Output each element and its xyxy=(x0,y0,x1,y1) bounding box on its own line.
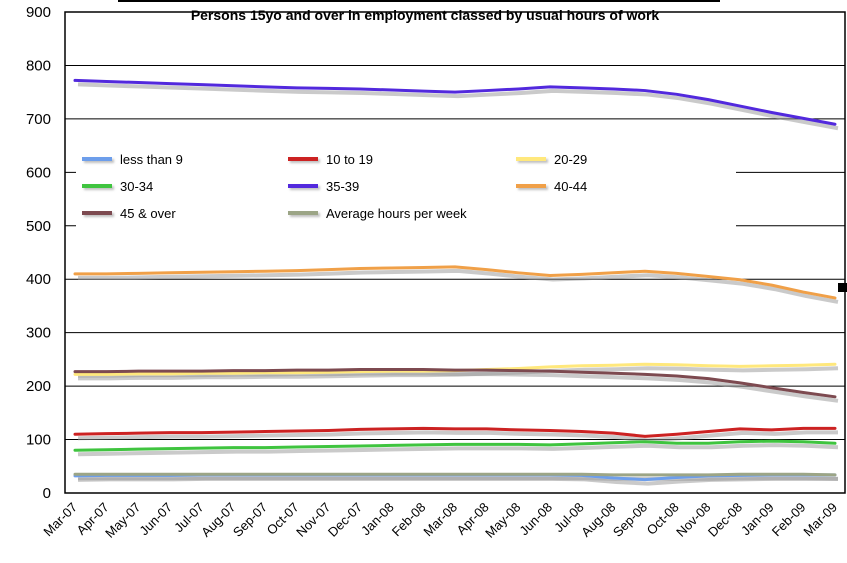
legend-swatch-icon xyxy=(82,157,112,161)
legend-label: Average hours per week xyxy=(326,205,467,221)
x-tick-label: Dec-08 xyxy=(705,500,745,540)
plot-border xyxy=(64,11,846,494)
series-line-10-to-19 xyxy=(73,426,837,438)
legend-swatch-icon xyxy=(82,184,112,188)
legend-swatch-icon xyxy=(516,184,546,188)
legend-item-45-and-over: 45 & over xyxy=(82,202,288,224)
legend-item-30-34: 30-34 xyxy=(82,175,288,197)
series-line-40-44 xyxy=(73,265,837,300)
series-shadow xyxy=(77,82,839,131)
x-tick-label: Mar-07 xyxy=(40,500,80,540)
legend-label: 45 & over xyxy=(120,205,176,221)
legend-item-less-than-9: less than 9 xyxy=(82,148,288,170)
legend-label: 35-39 xyxy=(326,178,360,194)
series-shadow xyxy=(77,443,839,457)
series-line-45-over xyxy=(73,368,837,399)
y-tick-label: 800 xyxy=(26,57,51,74)
x-tick-label: Jun-07 xyxy=(136,500,175,539)
series-line-35-39 xyxy=(73,78,837,126)
legend-item-average-hours: Average hours per week xyxy=(288,202,516,224)
x-tick-label: Jan-08 xyxy=(358,500,397,539)
y-tick-label: 500 xyxy=(26,218,51,235)
y-tick-label: 600 xyxy=(26,164,51,181)
chart-title: Persons 15yo and over in employment clas… xyxy=(190,7,660,23)
legend-item-35-39: 35-39 xyxy=(288,175,516,197)
x-tick-label: Aug-08 xyxy=(578,500,618,540)
chart-selection-handle xyxy=(838,283,847,292)
series-shadow xyxy=(78,371,839,403)
x-tick-label: Nov-08 xyxy=(673,500,713,540)
chart-legend: less than 9 10 to 19 20-29 30-34 35-39 4… xyxy=(76,143,736,229)
y-tick-label: 400 xyxy=(26,271,51,288)
x-tick-label: Dec-07 xyxy=(325,500,365,540)
legend-label: 40-44 xyxy=(554,178,588,194)
y-tick-label: 0 xyxy=(43,485,51,502)
legend-item-20-29: 20-29 xyxy=(516,148,730,170)
y-tick-label: 100 xyxy=(26,432,51,449)
legend-swatch-icon xyxy=(82,211,112,215)
legend-swatch-icon xyxy=(288,157,318,161)
y-tick-label: 700 xyxy=(26,111,51,128)
legend-label: less than 9 xyxy=(120,151,183,167)
legend-item-10-to-19: 10 to 19 xyxy=(288,148,516,170)
x-tick-label: Mar-08 xyxy=(420,500,460,540)
legend-label: 20-29 xyxy=(554,151,588,167)
y-tick-label: 900 xyxy=(26,4,51,21)
legend-item-40-44: 40-44 xyxy=(516,175,730,197)
x-tick-label: May-08 xyxy=(482,500,523,541)
series-shadow xyxy=(78,476,839,481)
series-line-30-34 xyxy=(73,439,837,452)
series-shadow xyxy=(77,430,838,443)
legend-swatch-icon xyxy=(516,157,546,161)
legend-swatch-icon xyxy=(288,184,318,188)
series-shadow xyxy=(78,268,839,304)
x-tick-label: Sep-07 xyxy=(230,500,270,540)
y-tick-label: 300 xyxy=(26,325,51,342)
title-box-border xyxy=(118,0,720,2)
x-tick-label: Feb-09 xyxy=(769,500,809,540)
y-tick-label: 200 xyxy=(26,378,51,395)
x-tick-label: Feb-08 xyxy=(389,500,429,540)
legend-swatch-icon xyxy=(288,211,318,215)
x-tick-label: Sep-08 xyxy=(610,500,650,540)
x-tick-label: Aug-07 xyxy=(198,500,238,540)
x-tick-label: Mar-09 xyxy=(800,500,840,540)
series-line-average-hours-per-week xyxy=(73,472,837,477)
x-tick-label: Jan-09 xyxy=(738,500,777,539)
x-tick-label: Nov-07 xyxy=(293,500,333,540)
x-tick-label: May-07 xyxy=(102,500,143,541)
legend-label: 10 to 19 xyxy=(326,151,373,167)
legend-label: 30-34 xyxy=(120,178,154,194)
x-tick-label: Jun-08 xyxy=(516,500,555,539)
